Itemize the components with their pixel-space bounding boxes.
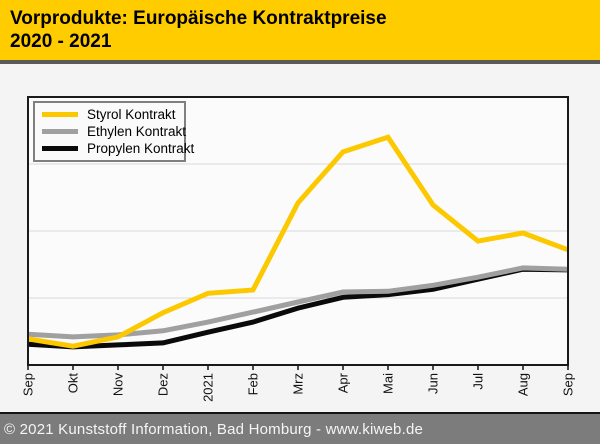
x-tick-label: Okt xyxy=(66,373,81,394)
legend-item-propylen: Propylen Kontrakt xyxy=(42,140,194,157)
page-subtitle: 2020 - 2021 xyxy=(10,31,112,52)
legend-item-styrol: Styrol Kontrakt xyxy=(42,106,179,123)
x-tick-label: Aug xyxy=(516,373,531,396)
series-line-styrol xyxy=(27,134,569,349)
x-tick-label: 2021 xyxy=(201,373,216,402)
x-tick-label: Feb xyxy=(246,373,261,395)
x-tick-label: Mai xyxy=(381,373,396,394)
x-tick-label: Dez xyxy=(156,373,171,396)
legend-label: Styrol Kontrakt xyxy=(87,107,176,122)
chart-area: Sep Okt Nov Dez 2021 Feb Mrz Apr Mai Jun Jul Aug Sep… xyxy=(0,64,600,412)
header: Vorprodukte: Europäische Kontraktpreise … xyxy=(0,0,600,60)
styrol-line-swatch xyxy=(42,112,78,117)
copyright-text: © 2021 Kunststoff Information, Bad Hombu… xyxy=(4,420,424,438)
header-divider xyxy=(0,60,600,64)
x-tick-label: Nov xyxy=(111,373,126,397)
chart-legend: Styrol Kontrakt Ethylen Kontrakt Propyle… xyxy=(33,101,194,162)
footer: © 2021 Kunststoff Information, Bad Hombu… xyxy=(0,412,600,444)
legend-item-ethylen: Ethylen Kontrakt xyxy=(42,123,186,140)
x-tick-label: Sep xyxy=(561,373,576,396)
x-tick-label: Mrz xyxy=(291,373,306,395)
page-title: Vorprodukte: Europäische Kontraktpreise xyxy=(10,8,387,29)
x-tick-label: Apr xyxy=(336,372,351,393)
propylen-line-swatch xyxy=(42,146,78,151)
plot-border xyxy=(27,96,569,366)
legend-label: Propylen Kontrakt xyxy=(87,141,195,156)
legend-label: Ethylen Kontrakt xyxy=(87,124,187,139)
x-tick-label: Jun xyxy=(426,373,441,394)
ethylen-line-swatch xyxy=(42,129,78,134)
x-tick-label: Jul xyxy=(471,373,486,390)
x-tick-label: Sep xyxy=(21,373,36,396)
